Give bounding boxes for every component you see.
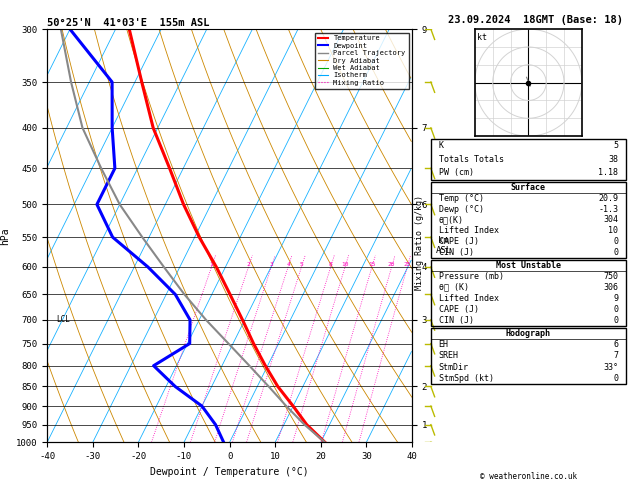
Text: Surface: Surface [511,183,546,192]
Text: 0: 0 [613,315,618,325]
Text: LCL: LCL [56,315,70,324]
Text: 1.18: 1.18 [598,169,618,177]
Text: 33°: 33° [603,363,618,372]
Text: Totals Totals: Totals Totals [438,155,504,164]
Text: θᴇ (K): θᴇ (K) [438,283,469,292]
Text: 6: 6 [613,340,618,349]
Text: 20: 20 [388,262,396,267]
Text: 25: 25 [404,262,411,267]
Y-axis label: km
ASL: km ASL [436,236,452,255]
Text: 0: 0 [613,248,618,257]
Text: PW (cm): PW (cm) [438,169,474,177]
Text: Temp (°C): Temp (°C) [438,194,484,203]
Text: Most Unstable: Most Unstable [496,261,561,270]
Text: 0: 0 [613,237,618,246]
Text: 3: 3 [269,262,273,267]
Text: 306: 306 [603,283,618,292]
Text: Dewp (°C): Dewp (°C) [438,205,484,214]
Text: Pressure (mb): Pressure (mb) [438,272,504,281]
X-axis label: Dewpoint / Temperature (°C): Dewpoint / Temperature (°C) [150,467,309,477]
Y-axis label: hPa: hPa [1,227,11,244]
Text: 5: 5 [613,141,618,150]
Text: 9: 9 [613,294,618,303]
Text: 10: 10 [608,226,618,235]
Text: CAPE (J): CAPE (J) [438,305,479,314]
Text: Hodograph: Hodograph [506,329,551,338]
Text: 8: 8 [329,262,333,267]
Text: Mixing Ratio (g/kg): Mixing Ratio (g/kg) [415,195,424,291]
Text: 750: 750 [603,272,618,281]
Text: SREH: SREH [438,351,459,361]
Text: 304: 304 [603,215,618,225]
Text: 0: 0 [613,374,618,383]
Text: kt: kt [477,34,487,42]
Text: CIN (J): CIN (J) [438,248,474,257]
Text: Lifted Index: Lifted Index [438,226,499,235]
Legend: Temperature, Dewpoint, Parcel Trajectory, Dry Adiabat, Wet Adiabat, Isotherm, Mi: Temperature, Dewpoint, Parcel Trajectory… [314,33,408,88]
Text: θᴇ(K): θᴇ(K) [438,215,464,225]
Text: 4: 4 [286,262,290,267]
Text: 0: 0 [613,305,618,314]
Text: 5: 5 [299,262,303,267]
Text: 50°25'N  41°03'E  155m ASL: 50°25'N 41°03'E 155m ASL [47,18,209,28]
Text: 23.09.2024  18GMT (Base: 18): 23.09.2024 18GMT (Base: 18) [448,15,623,25]
Text: CAPE (J): CAPE (J) [438,237,479,246]
Text: StmDir: StmDir [438,363,469,372]
Text: EH: EH [438,340,448,349]
Text: K: K [438,141,443,150]
Text: Lifted Index: Lifted Index [438,294,499,303]
Text: 2: 2 [247,262,250,267]
Text: © weatheronline.co.uk: © weatheronline.co.uk [480,472,577,481]
Text: 10: 10 [342,262,349,267]
Text: 1: 1 [209,262,213,267]
Text: 38: 38 [608,155,618,164]
Text: 15: 15 [368,262,376,267]
Text: StmSpd (kt): StmSpd (kt) [438,374,494,383]
Text: 20.9: 20.9 [598,194,618,203]
Text: 7: 7 [613,351,618,361]
Text: CIN (J): CIN (J) [438,315,474,325]
Text: -1.3: -1.3 [598,205,618,214]
